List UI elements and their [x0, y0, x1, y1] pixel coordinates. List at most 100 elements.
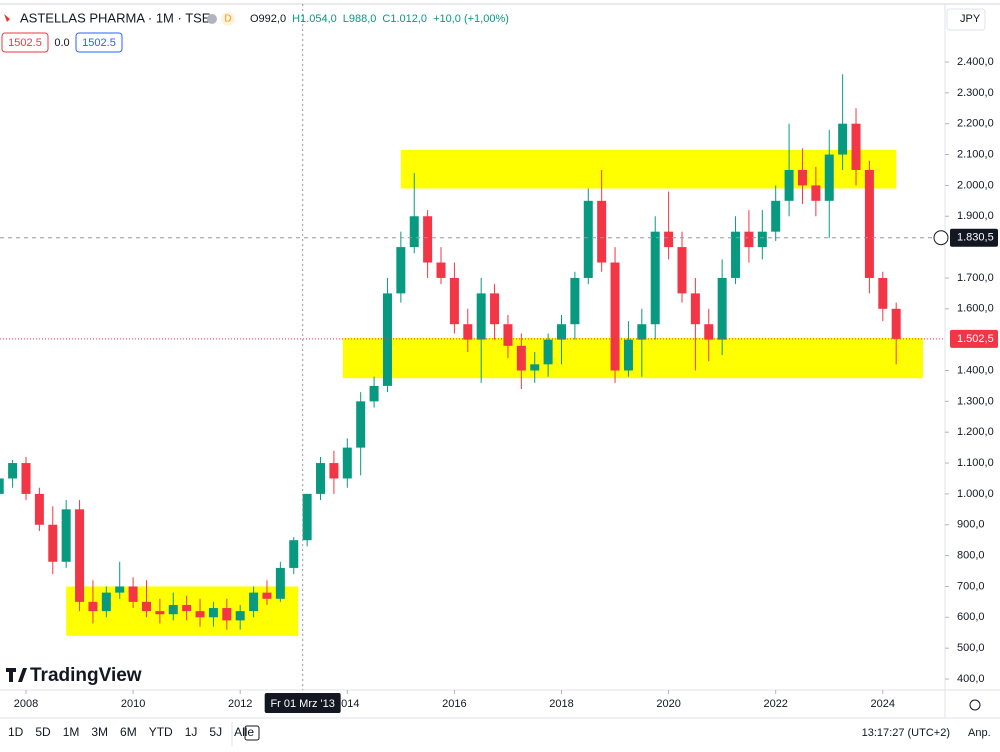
date-range-icon[interactable]: [244, 725, 260, 741]
candle-body: [182, 604, 192, 612]
candle-body: [88, 601, 98, 612]
range-button[interactable]: 5J: [209, 725, 222, 739]
plot-area: [0, 4, 945, 690]
compare-icon: [207, 14, 217, 24]
candle-body: [530, 364, 540, 371]
candle-body: [623, 339, 633, 371]
zone: [400, 149, 897, 189]
y-tick-label: 2.000,0: [957, 179, 994, 191]
y-tick-label: 1.100,0: [957, 457, 994, 469]
x-tick-label: 2016: [442, 698, 466, 710]
candle-body: [610, 262, 620, 371]
currency-label[interactable]: JPY: [960, 13, 981, 25]
spread: 0.0: [54, 37, 69, 49]
candle-body: [784, 169, 794, 201]
candle-body: [744, 231, 754, 248]
candle-body: [891, 308, 901, 339]
candle-body: [21, 463, 31, 494]
candle-body: [664, 231, 674, 248]
chart-title: ASTELLAS PHARMA · 1M · TSE: [20, 10, 211, 25]
y-tick-label: 2.400,0: [957, 56, 994, 68]
settings-icon[interactable]: [969, 699, 981, 711]
candle-body: [141, 601, 151, 612]
candle-body: [48, 524, 58, 562]
candle-body: [690, 293, 700, 325]
range-button[interactable]: 1J: [185, 725, 198, 739]
candle-body: [222, 608, 232, 621]
candle-body: [155, 611, 165, 615]
x-tick-label: 2012: [228, 698, 252, 710]
candle-body: [449, 277, 459, 325]
currency-box[interactable]: [946, 8, 986, 31]
candle-body: [597, 200, 607, 263]
range-button[interactable]: YTD: [149, 725, 173, 739]
y-tick-label: 500,0: [957, 642, 985, 654]
adjust[interactable]: Anp.: [968, 727, 991, 739]
buy-box[interactable]: [75, 32, 123, 53]
candle-body: [342, 447, 352, 479]
candle-body: [262, 592, 272, 599]
x-tick-label: 2022: [763, 698, 787, 710]
candle-body: [101, 592, 111, 612]
candle-body: [463, 324, 473, 340]
range-button[interactable]: 5D: [35, 725, 51, 739]
ohlc-value: +10,0 (+1,00%): [433, 13, 509, 25]
candle-body: [677, 247, 687, 294]
candle-body: [75, 509, 85, 602]
candle-body: [864, 169, 874, 278]
y-tick-label: 2.300,0: [957, 87, 994, 99]
y-tick-label: 2.200,0: [957, 118, 994, 130]
candle-body: [570, 277, 580, 325]
candle-body: [771, 200, 781, 232]
crosshair-date-label: Fr 01 Mrz '13: [270, 698, 334, 710]
candle-body: [369, 385, 379, 402]
candle-body: [289, 540, 299, 568]
candle-body: [423, 216, 433, 263]
candle-body: [557, 324, 566, 340]
y-tick-label: 400,0: [957, 673, 985, 685]
sell-box[interactable]: [1, 32, 49, 53]
x-tick-label: 2020: [656, 698, 680, 710]
candle-body: [543, 339, 553, 365]
x-tick-label: 2018: [549, 698, 573, 710]
x-tick-label: 2024: [871, 698, 895, 710]
candle-body: [717, 277, 727, 340]
crosshair-price-box: [950, 228, 998, 247]
crosshair-plus[interactable]: [933, 230, 949, 246]
candle-body: [838, 123, 848, 155]
candle-body: [637, 324, 647, 340]
y-tick-label: 1.700,0: [957, 272, 994, 284]
candle-body: [8, 463, 18, 479]
candle-body: [128, 586, 138, 602]
x-tick-label: 2010: [121, 698, 145, 710]
range-button[interactable]: 1M: [63, 725, 80, 739]
candle-body: [650, 231, 660, 325]
badge: [221, 12, 235, 26]
clock: 13:17:27 (UTC+2): [862, 727, 950, 739]
y-tick-label: 1.900,0: [957, 210, 994, 222]
candle-body: [396, 247, 406, 294]
candle-body: [115, 586, 125, 593]
range-button[interactable]: Alle: [234, 725, 254, 739]
candle-body: [195, 611, 205, 618]
candle-body: [824, 154, 834, 201]
candle-body: [757, 231, 767, 248]
brand: TradingView: [30, 665, 142, 686]
buy-price[interactable]: 1502.5: [82, 37, 116, 49]
interval-badge: D: [224, 14, 231, 25]
range-button[interactable]: 3M: [91, 725, 108, 739]
candle-body: [409, 216, 419, 248]
range-button[interactable]: 6M: [120, 725, 137, 739]
candle-body: [0, 478, 4, 494]
range-button[interactable]: 1D: [8, 725, 24, 739]
candle-body: [436, 262, 446, 278]
candle-body: [61, 509, 71, 562]
ohlc-value: L988,0: [343, 13, 377, 25]
candle-body: [583, 200, 593, 278]
y-tick-label: 1.400,0: [957, 364, 994, 376]
crosshair-date-box: [264, 693, 341, 713]
ohlc-value: C1.012,0: [382, 13, 427, 25]
candle-body: [797, 169, 807, 186]
sell-price[interactable]: 1502.5: [8, 37, 42, 49]
